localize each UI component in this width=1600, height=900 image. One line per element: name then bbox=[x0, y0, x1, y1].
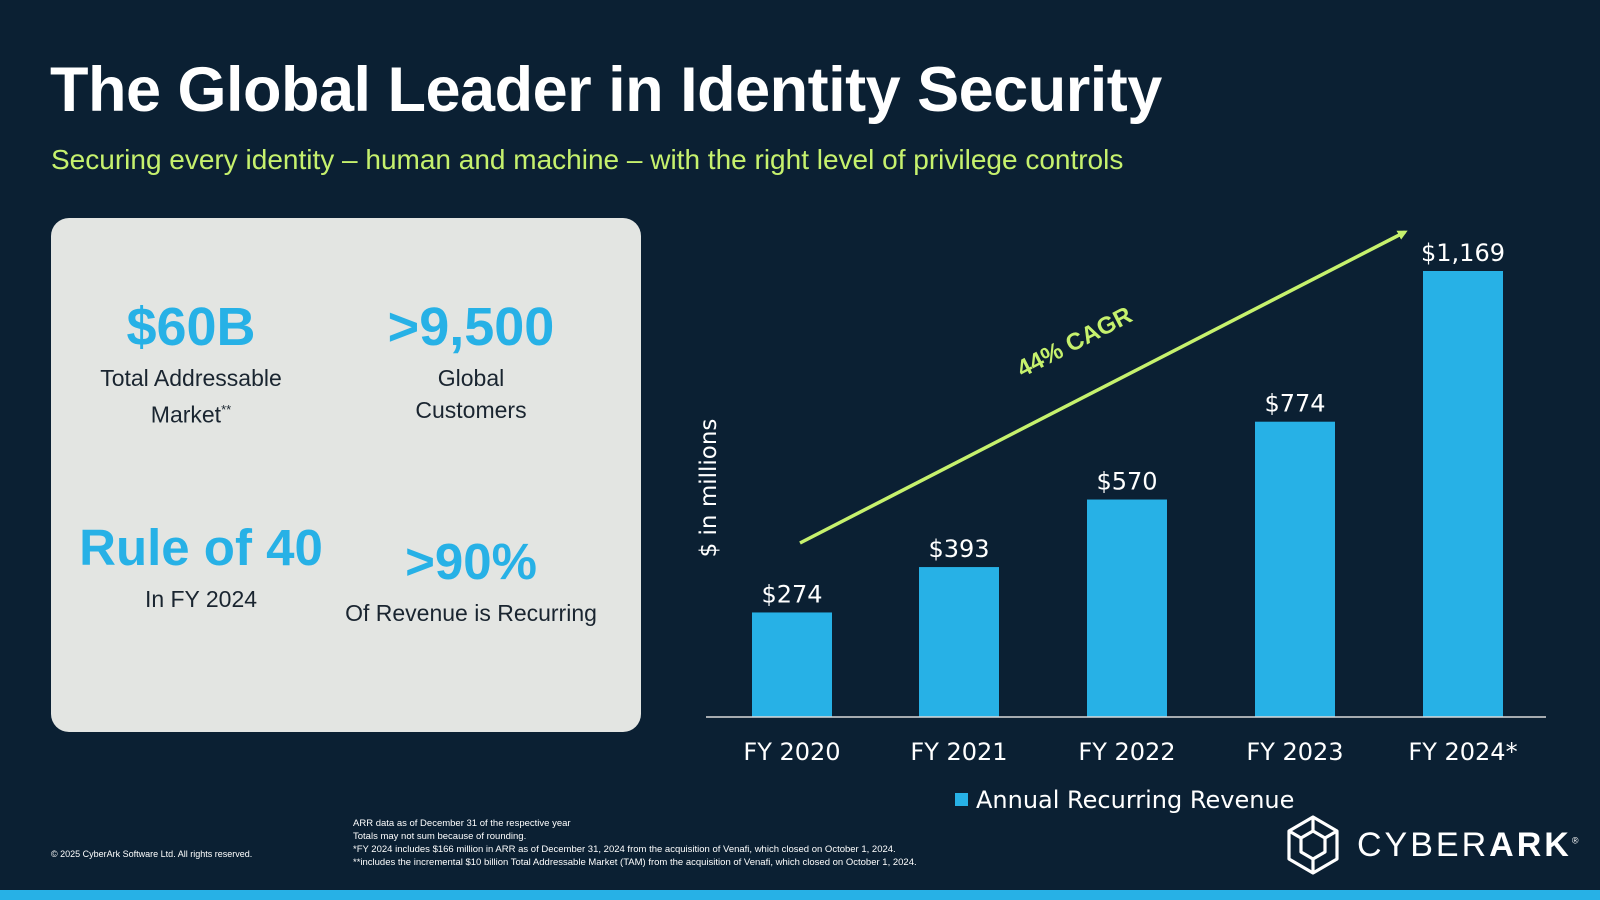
x-tick-label: FY 2020 bbox=[743, 738, 840, 766]
stat-customers-value: >9,500 bbox=[387, 297, 555, 357]
stat-rule-label: In FY 2024 bbox=[144, 586, 258, 612]
logo-wordmark: CYBERARK® bbox=[1357, 825, 1579, 864]
stats-card: $60B Total Addressable Market** >9,500 G… bbox=[51, 218, 641, 732]
bar-value-label: $570 bbox=[1096, 468, 1157, 496]
cube-logo-icon bbox=[1287, 815, 1339, 875]
copyright-text: © 2025 CyberArk Software Ltd. All rights… bbox=[51, 849, 253, 859]
stat-rule-value: Rule of 40 bbox=[79, 519, 323, 576]
footnote-line: Totals may not sum because of rounding. bbox=[353, 831, 527, 842]
y-axis-label: $ in millions bbox=[696, 419, 722, 558]
legend: Annual Recurring Revenue bbox=[955, 786, 1294, 814]
footnote-line: **includes the incremental $10 billion T… bbox=[353, 857, 917, 868]
arr-bar-chart: $ in millions $274 FY 2020 $393 FY 2021 $570… bbox=[696, 230, 1546, 814]
page-subtitle: Securing every identity – human and mach… bbox=[51, 144, 1124, 175]
stat-recurring-label: Of Revenue is Recurring bbox=[345, 600, 597, 626]
cagr-arrow bbox=[799, 230, 1408, 545]
cagr-annotation: 44% CAGR bbox=[1013, 302, 1137, 383]
cyberark-logo: CYBERARK® bbox=[1285, 814, 1578, 876]
stat-tam-value: $60B bbox=[126, 297, 256, 357]
bar-value-label: $393 bbox=[928, 535, 989, 563]
legend-swatch bbox=[955, 793, 968, 806]
footnote-line: ARR data as of December 31 of the respec… bbox=[353, 818, 571, 829]
stat-recurring: >90% Of Revenue is Recurring bbox=[321, 536, 621, 629]
legend-label: Annual Recurring Revenue bbox=[976, 786, 1294, 814]
x-tick-label: FY 2021 bbox=[910, 738, 1007, 766]
bar-fy-2021 bbox=[919, 567, 999, 717]
bar-value-label: $274 bbox=[761, 580, 822, 608]
bars-group: $274 FY 2020 $393 FY 2021 $570 FY 2022 $774 FY … bbox=[743, 239, 1517, 766]
stat-recurring-value: >90% bbox=[405, 533, 537, 590]
bottom-accent-bar bbox=[0, 890, 1600, 900]
bar-fy-2020 bbox=[752, 612, 832, 717]
footnotes: ARR data as of December 31 of the respec… bbox=[353, 817, 917, 869]
bar-fy-2022 bbox=[1087, 499, 1167, 717]
bar-value-label: $774 bbox=[1264, 390, 1325, 418]
x-tick-label: FY 2024* bbox=[1408, 738, 1517, 766]
stat-customers-label: Global Customers bbox=[415, 365, 527, 423]
x-tick-label: FY 2023 bbox=[1246, 738, 1343, 766]
footnote-line: *FY 2024 includes $166 million in ARR as… bbox=[353, 844, 896, 855]
page-title: The Global Leader in Identity Security bbox=[50, 55, 1162, 125]
x-tick-label: FY 2022 bbox=[1078, 738, 1175, 766]
stat-customers: >9,500 Global Customers bbox=[351, 300, 591, 426]
bar-value-label: $1,169 bbox=[1421, 239, 1505, 267]
stat-rule-of-40: Rule of 40 In FY 2024 bbox=[61, 522, 341, 615]
bar-fy-2023 bbox=[1255, 421, 1335, 717]
stat-tam: $60B Total Addressable Market** bbox=[71, 300, 311, 431]
bar-fy-2024- bbox=[1423, 271, 1503, 717]
stat-tam-label: Total Addressable Market** bbox=[100, 365, 282, 428]
